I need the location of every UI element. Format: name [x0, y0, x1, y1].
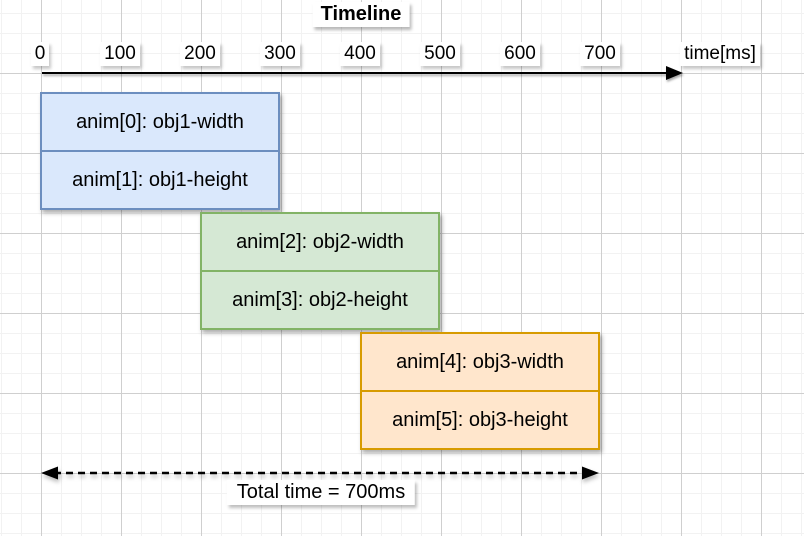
- time-axis-tick-labels: 0 100 200 300 400 500 600 700 time[ms]: [0, 42, 800, 66]
- axis-tick-500: 500: [400, 42, 480, 66]
- diagram-title: Timeline: [312, 2, 410, 27]
- axis-tick-400: 400: [320, 42, 400, 66]
- axis-tick-200: 200: [160, 42, 240, 66]
- anim0-bar: anim[0]: obj1-width: [40, 92, 280, 152]
- obj3-animation-bars: anim[4]: obj3-width anim[5]: obj3-height: [360, 332, 600, 450]
- axis-tick-0: 0: [0, 42, 80, 66]
- arrowhead-right-icon: [582, 466, 599, 480]
- axis-tick-700: 700: [560, 42, 640, 66]
- obj1-animation-bars: anim[0]: obj1-width anim[1]: obj1-height: [40, 92, 280, 210]
- axis-tick-100: 100: [80, 42, 160, 66]
- obj2-animation-bars: anim[2]: obj2-width anim[3]: obj2-height: [200, 212, 440, 330]
- anim5-bar: anim[5]: obj3-height: [360, 390, 600, 450]
- total-time-label: Total time = 700ms: [226, 480, 416, 505]
- anim3-bar: anim[3]: obj2-height: [200, 270, 440, 330]
- total-duration-arrow: [41, 466, 599, 480]
- anim1-bar: anim[1]: obj1-height: [40, 150, 280, 210]
- axis-tick-600: 600: [480, 42, 560, 66]
- axis-unit-label: time[ms]: [640, 42, 800, 66]
- anim2-bar: anim[2]: obj2-width: [200, 212, 440, 272]
- axis-tick-300: 300: [240, 42, 320, 66]
- time-axis-arrowhead-icon: [666, 66, 683, 80]
- arrowhead-left-icon: [41, 466, 58, 480]
- time-axis-line: [42, 72, 667, 74]
- anim4-bar: anim[4]: obj3-width: [360, 332, 600, 392]
